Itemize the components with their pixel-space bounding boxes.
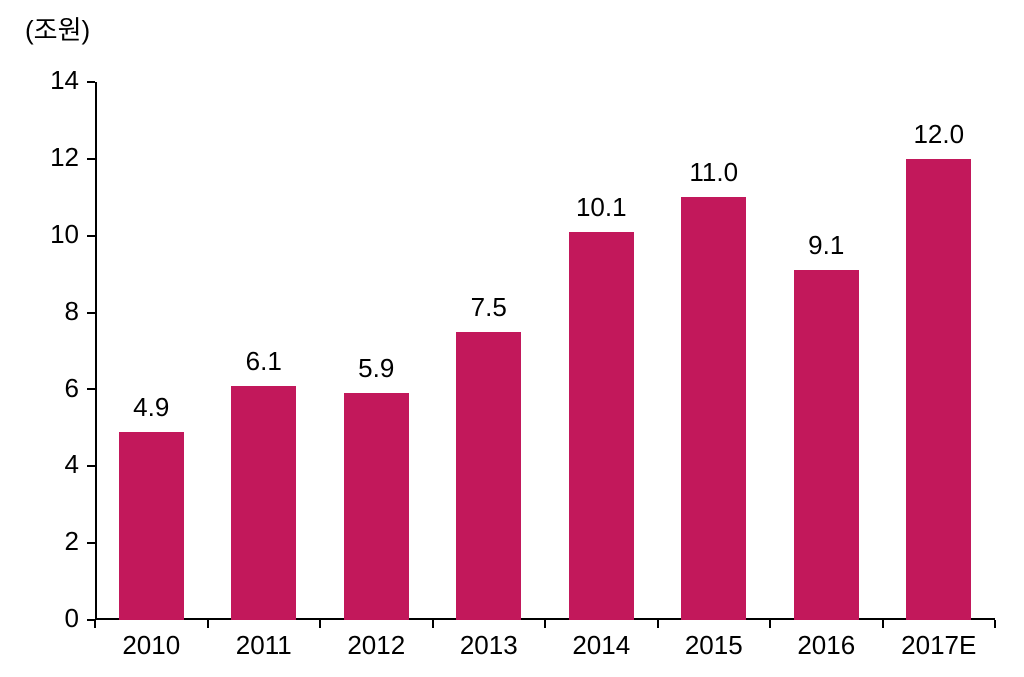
y-tick-label: 6 xyxy=(29,373,79,404)
x-tick-label: 2012 xyxy=(320,630,433,661)
x-tick-mark xyxy=(319,620,321,628)
bar-value-label: 4.9 xyxy=(106,392,196,423)
x-tick-mark xyxy=(769,620,771,628)
bar xyxy=(456,332,521,620)
y-tick-label: 2 xyxy=(29,526,79,557)
y-tick-mark xyxy=(87,542,95,544)
y-tick-mark xyxy=(87,312,95,314)
plot-area: 024681012144.920106.120115.920127.520131… xyxy=(95,82,995,620)
bar-value-label: 11.0 xyxy=(669,157,759,188)
y-axis-line xyxy=(95,82,97,620)
y-tick-label: 8 xyxy=(29,296,79,327)
x-tick-label: 2011 xyxy=(208,630,321,661)
bar xyxy=(681,197,746,620)
x-tick-label: 2015 xyxy=(658,630,771,661)
x-tick-label: 2017E xyxy=(883,630,996,661)
y-tick-label: 0 xyxy=(29,603,79,634)
y-tick-label: 10 xyxy=(29,219,79,250)
y-tick-mark xyxy=(87,158,95,160)
x-tick-label: 2016 xyxy=(770,630,883,661)
x-tick-label: 2014 xyxy=(545,630,658,661)
bar xyxy=(231,386,296,620)
y-tick-mark xyxy=(87,235,95,237)
x-tick-mark xyxy=(207,620,209,628)
y-tick-label: 4 xyxy=(29,449,79,480)
y-tick-label: 14 xyxy=(29,65,79,96)
bar-chart: (조원) 024681012144.920106.120115.920127.5… xyxy=(0,0,1024,677)
x-tick-label: 2013 xyxy=(433,630,546,661)
bar xyxy=(906,159,971,620)
bar xyxy=(569,232,634,620)
x-tick-mark xyxy=(657,620,659,628)
bar xyxy=(119,432,184,620)
bar-value-label: 12.0 xyxy=(894,119,984,150)
y-tick-mark xyxy=(87,81,95,83)
y-tick-mark xyxy=(87,388,95,390)
x-tick-mark xyxy=(432,620,434,628)
bar xyxy=(794,270,859,620)
y-tick-label: 12 xyxy=(29,142,79,173)
bar xyxy=(344,393,409,620)
x-tick-mark xyxy=(544,620,546,628)
bar-value-label: 5.9 xyxy=(331,353,421,384)
x-tick-mark xyxy=(994,620,996,628)
y-tick-mark xyxy=(87,465,95,467)
bar-value-label: 7.5 xyxy=(444,292,534,323)
x-tick-label: 2010 xyxy=(95,630,208,661)
bar-value-label: 10.1 xyxy=(556,192,646,223)
bar-value-label: 9.1 xyxy=(781,230,871,261)
unit-label: (조원) xyxy=(25,10,90,47)
x-tick-mark xyxy=(94,620,96,628)
x-tick-mark xyxy=(882,620,884,628)
bar-value-label: 6.1 xyxy=(219,346,309,377)
